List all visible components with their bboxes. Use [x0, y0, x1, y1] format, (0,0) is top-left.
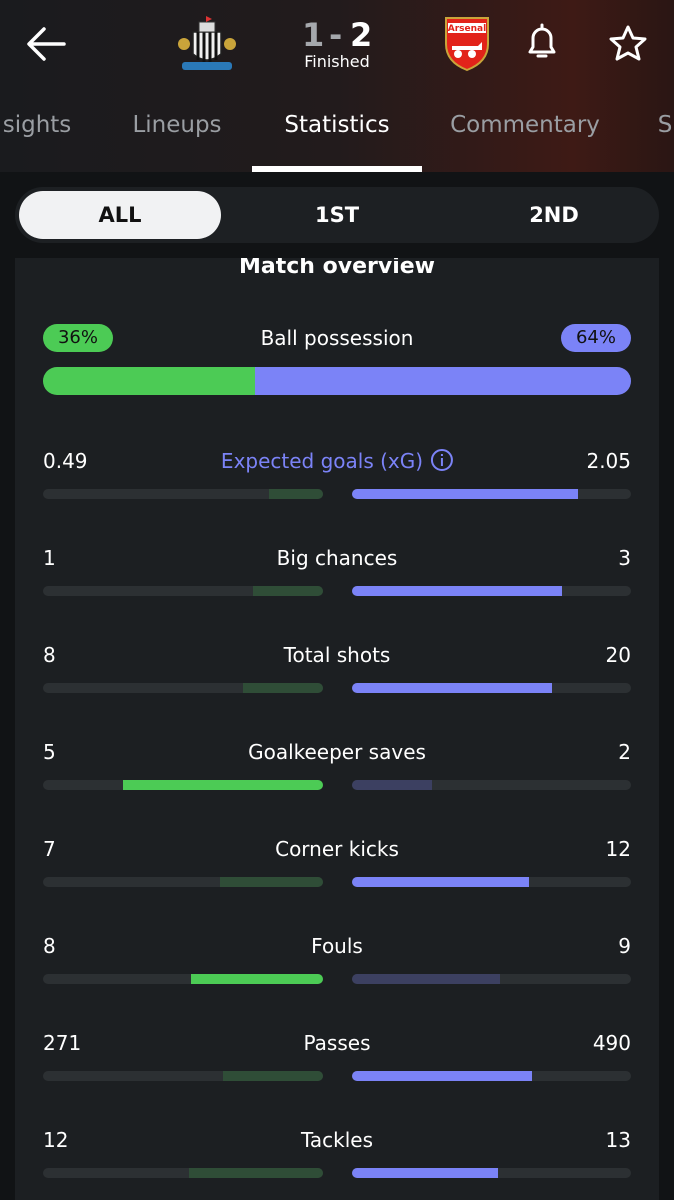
info-icon[interactable]: [431, 449, 454, 471]
home-value: 271: [43, 1031, 82, 1055]
stat-label: Corner kicks: [275, 837, 399, 861]
away-bar: [352, 1071, 533, 1081]
home-bar: [223, 1071, 323, 1081]
away-value: 12: [605, 837, 631, 861]
home-track: [43, 489, 323, 499]
stat-label: Passes: [303, 1031, 371, 1055]
away-track: [352, 780, 631, 790]
away-value: 9: [618, 934, 631, 958]
home-track: [43, 1168, 323, 1178]
away-value: 20: [605, 643, 631, 667]
home-track: [43, 586, 323, 596]
away-value: 13: [605, 1128, 631, 1152]
home-value: 0.49: [43, 449, 88, 473]
period-option[interactable]: 1ST: [314, 203, 360, 227]
away-bar: [352, 780, 432, 790]
stat-label: Total shots: [283, 643, 391, 667]
away-score: 2: [350, 16, 373, 54]
match-header: 1 - 2 Finished Arsenal sights Lineups Stat…: [0, 0, 674, 172]
away-bar: [352, 974, 501, 984]
home-bar: [219, 877, 323, 887]
possession-bar: [43, 367, 631, 395]
home-value: 12: [43, 1128, 69, 1152]
stat-label: Big chances: [276, 546, 398, 570]
away-team-crest[interactable]: Arsenal: [442, 14, 492, 72]
away-track: [352, 586, 631, 596]
home-bar: [188, 1168, 323, 1178]
home-value: 1: [43, 546, 56, 570]
tab-indicator: [252, 166, 422, 172]
period-pill: [19, 191, 221, 239]
home-value: 7: [43, 837, 56, 861]
home-track: [43, 877, 323, 887]
stat-label: Expected goals (xG): [221, 449, 454, 473]
notification-bell[interactable]: [522, 22, 562, 64]
home-track: [43, 683, 323, 693]
home-bar: [191, 974, 323, 984]
stat-label: Goalkeeper saves: [248, 740, 426, 764]
period-option[interactable]: ALL: [98, 203, 142, 227]
away-track: [352, 877, 631, 887]
away-value: 2: [618, 740, 631, 764]
away-value: 3: [618, 546, 631, 570]
away-track: [352, 489, 631, 499]
away-track: [352, 974, 631, 984]
away-value: 2.05: [586, 449, 631, 473]
away-bar: [352, 489, 578, 499]
home-bar: [253, 586, 323, 596]
score-separator: -: [329, 16, 343, 54]
away-value: 490: [592, 1031, 631, 1055]
home-possession-segment: [43, 367, 255, 395]
match-status: Finished: [304, 52, 370, 71]
tab[interactable]: S: [657, 112, 673, 138]
home-track: [43, 974, 323, 984]
home-bar: [123, 780, 323, 790]
away-track: [352, 1071, 631, 1081]
tab[interactable]: sights: [2, 112, 72, 138]
stats-card: Match overview Ball possession 36% 64% 0.49 2…: [15, 258, 659, 1200]
stat-label: Fouls: [311, 934, 363, 958]
tab[interactable]: Commentary: [450, 112, 600, 138]
away-bar: [352, 877, 529, 887]
home-team-crest[interactable]: [176, 14, 238, 74]
section-title: Match overview: [239, 258, 435, 279]
away-possession-segment: [254, 367, 631, 395]
possession-label: Ball possession: [260, 326, 414, 350]
home-value: 8: [43, 643, 56, 667]
period-selector: ALL 1ST 2ND: [15, 187, 659, 243]
tab[interactable]: Statistics: [284, 112, 390, 138]
home-value: 5: [43, 740, 56, 764]
back-button[interactable]: [24, 24, 68, 64]
favorite-star[interactable]: [608, 24, 648, 62]
home-track: [43, 1071, 323, 1081]
home-value: 8: [43, 934, 56, 958]
away-track: [352, 1168, 631, 1178]
away-bar: [352, 1168, 498, 1178]
away-bar: [352, 586, 562, 596]
home-score: 1: [302, 16, 325, 54]
stat-label: Tackles: [300, 1128, 374, 1152]
home-bar: [243, 683, 323, 693]
home-track: [43, 780, 323, 790]
svg-text:Arsenal: Arsenal: [448, 24, 486, 34]
away-bar: [352, 683, 552, 693]
period-option[interactable]: 2ND: [529, 203, 579, 227]
tab-bar: sights Lineups Statistics Commentary S: [0, 0, 674, 172]
away-track: [352, 683, 631, 693]
tab[interactable]: Lineups: [132, 112, 222, 138]
home-possession-pill: 36%: [43, 324, 113, 352]
home-bar: [268, 489, 323, 499]
away-possession-pill: 64%: [561, 324, 631, 352]
